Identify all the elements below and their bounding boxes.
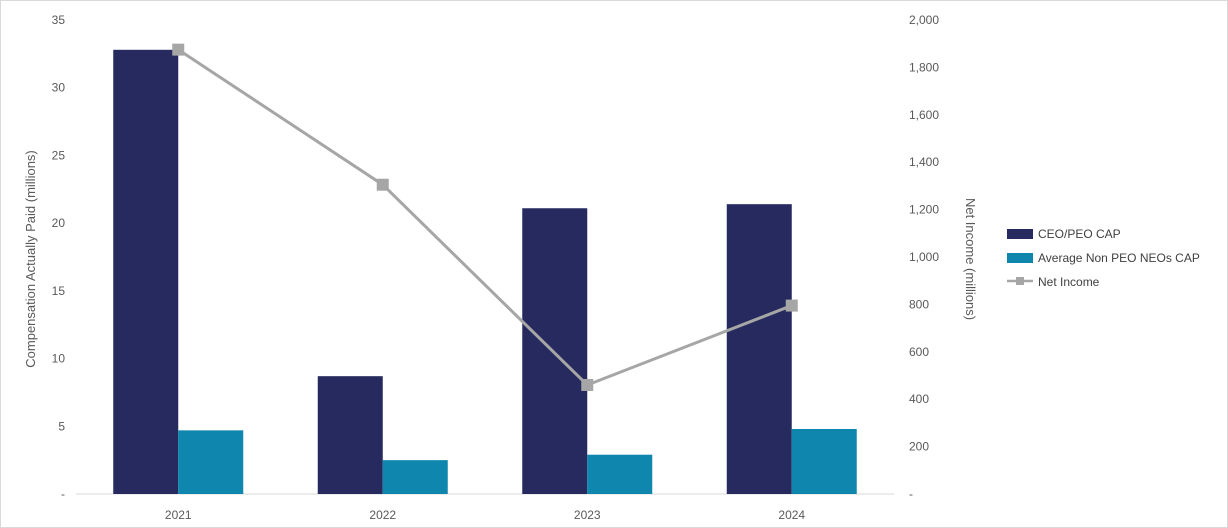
y2-axis-title: Net Income (millions) bbox=[963, 198, 978, 320]
y-tick-label: 20 bbox=[52, 216, 66, 230]
y-axis-left: - 5 10 15 20 25 30 35 bbox=[52, 13, 66, 501]
bars-layer bbox=[113, 49, 857, 495]
marker-net-income-2022 bbox=[376, 178, 389, 191]
y2-tick-label: 1,400 bbox=[909, 155, 939, 169]
y2-tick-label: 2,000 bbox=[909, 13, 939, 27]
y2-tick-label: 1,600 bbox=[909, 108, 939, 122]
bar-ceo-peo-cap-2024 bbox=[726, 204, 792, 494]
y2-tick-label: 400 bbox=[909, 392, 929, 406]
y-axis-right: - 200 400 600 800 1,000 1,200 1,400 1,600 1,800 2,… bbox=[909, 13, 939, 501]
bar-ceo-peo-cap-2022 bbox=[317, 376, 383, 494]
legend-marker-net-income bbox=[1016, 277, 1024, 285]
legend-swatch-ceo-peo-cap bbox=[1007, 229, 1033, 239]
legend-label-net-income: Net Income bbox=[1038, 275, 1100, 289]
legend: CEO/PEO CAP Average Non PEO NEOs CAP Net… bbox=[1007, 227, 1200, 289]
y2-tick-label: 1,000 bbox=[909, 250, 939, 264]
x-tick-label: 2022 bbox=[369, 508, 396, 522]
legend-label-ceo-peo-cap: CEO/PEO CAP bbox=[1038, 227, 1121, 241]
y-tick-label: 30 bbox=[52, 81, 66, 95]
marker-net-income-2021 bbox=[172, 43, 185, 56]
x-tick-label: 2021 bbox=[165, 508, 192, 522]
y2-tick-label: 1,800 bbox=[909, 60, 939, 74]
legend-label-average-non-peo-neos-cap: Average Non PEO NEOs CAP bbox=[1038, 251, 1200, 265]
marker-net-income-2024 bbox=[785, 299, 798, 312]
legend-swatch-average-non-peo-neos-cap bbox=[1007, 253, 1033, 263]
line-net-income bbox=[177, 48, 793, 387]
y-tick-label: 25 bbox=[52, 148, 66, 162]
y2-tick-label: 600 bbox=[909, 345, 929, 359]
bar-average-non-peo-neos-cap-2024 bbox=[791, 428, 857, 494]
y2-tick-label: 800 bbox=[909, 297, 929, 311]
x-tick-label: 2024 bbox=[778, 508, 805, 522]
y-tick-label: 35 bbox=[52, 13, 66, 27]
y2-tick-label: - bbox=[909, 487, 913, 501]
y-tick-label: 10 bbox=[52, 352, 66, 366]
bar-average-non-peo-neos-cap-2022 bbox=[382, 460, 448, 494]
y-tick-label: 15 bbox=[52, 284, 66, 298]
x-axis: 2021 2022 2023 2024 bbox=[165, 508, 806, 522]
y2-tick-label: 1,200 bbox=[909, 203, 939, 217]
bar-average-non-peo-neos-cap-2023 bbox=[587, 454, 653, 494]
marker-net-income-2023 bbox=[581, 378, 594, 391]
y-tick-label: - bbox=[61, 487, 65, 501]
bar-ceo-peo-cap-2021 bbox=[113, 49, 179, 495]
bar-average-non-peo-neos-cap-2021 bbox=[178, 430, 244, 494]
x-tick-label: 2023 bbox=[574, 508, 601, 522]
y-axis-title: Compensation Actually Paid (millions) bbox=[23, 150, 38, 367]
y2-tick-label: 200 bbox=[909, 440, 929, 454]
y-tick-label: 5 bbox=[58, 419, 65, 433]
line-layer bbox=[172, 43, 798, 391]
